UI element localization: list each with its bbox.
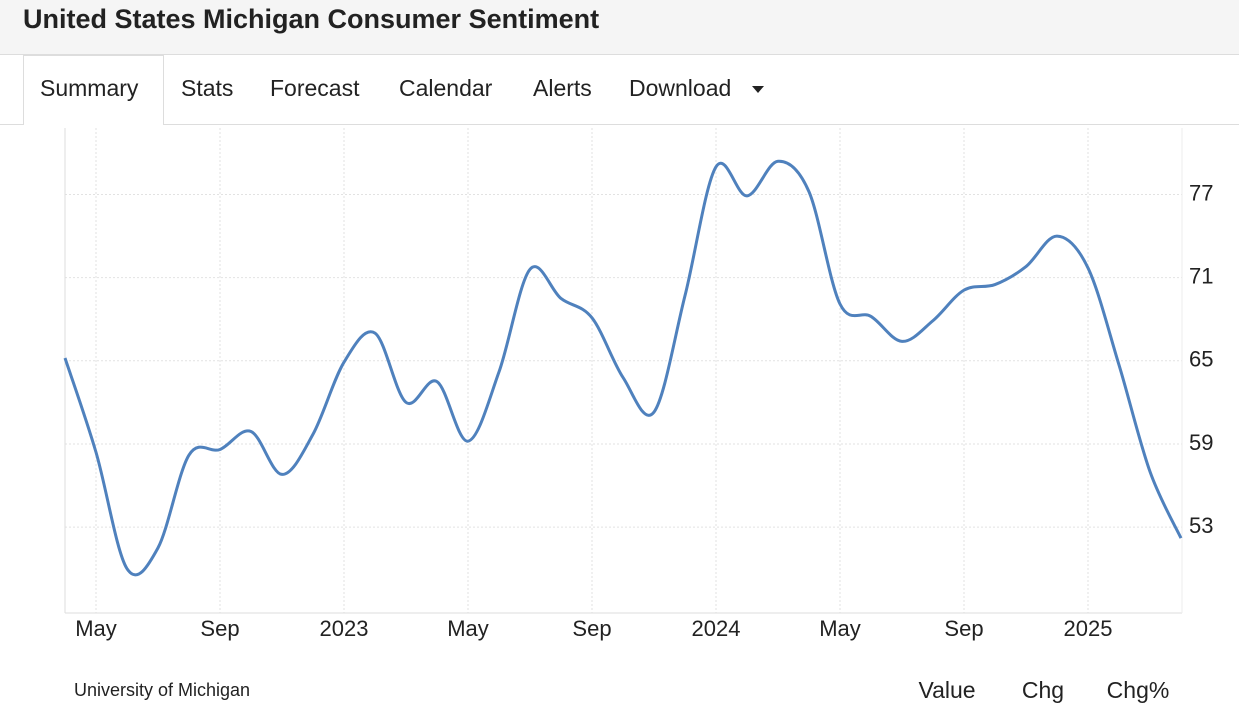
y-tick-label: 59 <box>1189 430 1213 455</box>
header-bar <box>0 0 1239 54</box>
tab[interactable]: Summary <box>40 75 139 101</box>
x-tick-label: Sep <box>944 616 983 641</box>
y-tick-label: 71 <box>1189 263 1213 288</box>
x-tick-label: 2024 <box>692 616 741 641</box>
toggle[interactable]: Chg% <box>1107 677 1170 703</box>
toggle[interactable]: Value <box>918 677 975 703</box>
x-tick-label: 2025 <box>1064 616 1113 641</box>
x-tick-label: Sep <box>572 616 611 641</box>
x-tick-label: Sep <box>200 616 239 641</box>
x-tick-label: May <box>819 616 861 641</box>
x-tick-label: 2023 <box>320 616 369 641</box>
page-title: United States Michigan Consumer Sentimen… <box>23 4 599 34</box>
y-tick-label: 77 <box>1189 180 1213 205</box>
data-line <box>63 159 1183 577</box>
x-tick-label: May <box>447 616 489 641</box>
dropdown-caret <box>752 86 764 93</box>
tab[interactable]: Stats <box>181 75 233 101</box>
active-tab-fill <box>24 120 163 126</box>
toggle[interactable]: Chg <box>1022 677 1064 703</box>
tab[interactable]: Download <box>629 75 731 101</box>
y-tick-label: 53 <box>1189 513 1213 538</box>
tab[interactable]: Alerts <box>533 75 592 101</box>
tab[interactable]: Calendar <box>399 75 493 101</box>
active-tab <box>23 55 164 125</box>
y-tick-label: 65 <box>1189 347 1213 372</box>
tab[interactable]: Forecast <box>270 75 360 101</box>
x-tick-label: May <box>75 616 117 641</box>
source: University of Michigan <box>74 680 250 700</box>
